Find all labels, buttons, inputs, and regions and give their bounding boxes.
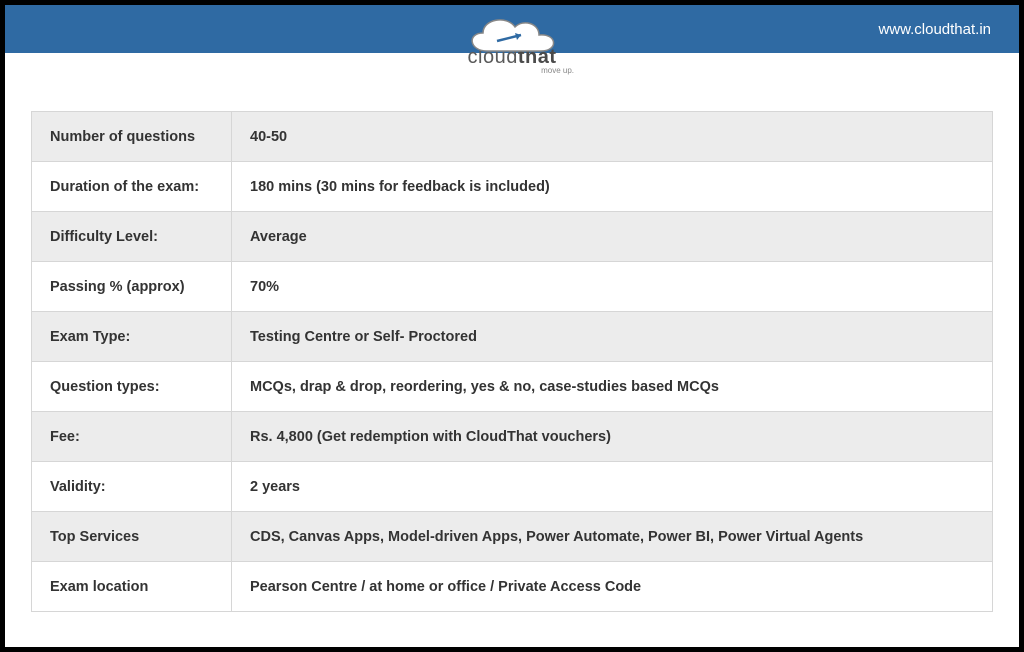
website-url: www.cloudthat.in <box>878 21 991 38</box>
row-value: MCQs, drap & drop, reordering, yes & no,… <box>232 362 993 412</box>
row-label: Question types: <box>32 362 232 412</box>
row-label: Difficulty Level: <box>32 212 232 262</box>
table-row: Difficulty Level:Average <box>32 212 993 262</box>
row-label: Fee: <box>32 412 232 462</box>
row-value: 70% <box>232 262 993 312</box>
table-row: Fee:Rs. 4,800 (Get redemption with Cloud… <box>32 412 993 462</box>
table-row: Exam locationPearson Centre / at home or… <box>32 562 993 612</box>
row-value: 2 years <box>232 462 993 512</box>
row-value: 40-50 <box>232 112 993 162</box>
row-label: Exam Type: <box>32 312 232 362</box>
row-label: Exam location <box>32 562 232 612</box>
cloud-icon <box>457 11 567 61</box>
table-row: Passing % (approx)70% <box>32 262 993 312</box>
table-row: Duration of the exam:180 mins (30 mins f… <box>32 162 993 212</box>
table-row: Validity:2 years <box>32 462 993 512</box>
row-value: Rs. 4,800 (Get redemption with CloudThat… <box>232 412 993 462</box>
logo: cloudthat move up. <box>432 11 592 91</box>
row-label: Number of questions <box>32 112 232 162</box>
row-value: 180 mins (30 mins for feedback is includ… <box>232 162 993 212</box>
row-value: Average <box>232 212 993 262</box>
table-row: Question types:MCQs, drap & drop, reorde… <box>32 362 993 412</box>
logo-tagline: move up. <box>432 66 592 75</box>
row-value: Testing Centre or Self- Proctored <box>232 312 993 362</box>
row-label: Passing % (approx) <box>32 262 232 312</box>
table-row: Exam Type:Testing Centre or Self- Procto… <box>32 312 993 362</box>
row-label: Duration of the exam: <box>32 162 232 212</box>
page-frame: www.cloudthat.in cloudthat move up. Numb… <box>0 0 1024 652</box>
exam-info-table: Number of questions40-50Duration of the … <box>31 111 993 612</box>
table-row: Top ServicesCDS, Canvas Apps, Model-driv… <box>32 512 993 562</box>
row-value: CDS, Canvas Apps, Model-driven Apps, Pow… <box>232 512 993 562</box>
row-value: Pearson Centre / at home or office / Pri… <box>232 562 993 612</box>
content-area: Number of questions40-50Duration of the … <box>5 53 1019 632</box>
table-row: Number of questions40-50 <box>32 112 993 162</box>
row-label: Validity: <box>32 462 232 512</box>
row-label: Top Services <box>32 512 232 562</box>
